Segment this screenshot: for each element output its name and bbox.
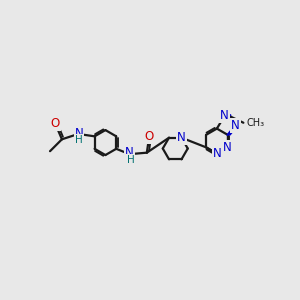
Text: N: N (220, 109, 229, 122)
Text: N: N (177, 131, 186, 144)
Text: H: H (75, 135, 83, 145)
Text: N: N (231, 119, 240, 132)
Text: N: N (223, 141, 232, 154)
Text: O: O (145, 130, 154, 143)
Text: N: N (74, 127, 83, 140)
Text: CH₃: CH₃ (247, 118, 265, 128)
Text: N: N (212, 147, 221, 160)
Text: O: O (51, 117, 60, 130)
Text: H: H (127, 155, 134, 165)
Text: N: N (125, 146, 134, 160)
